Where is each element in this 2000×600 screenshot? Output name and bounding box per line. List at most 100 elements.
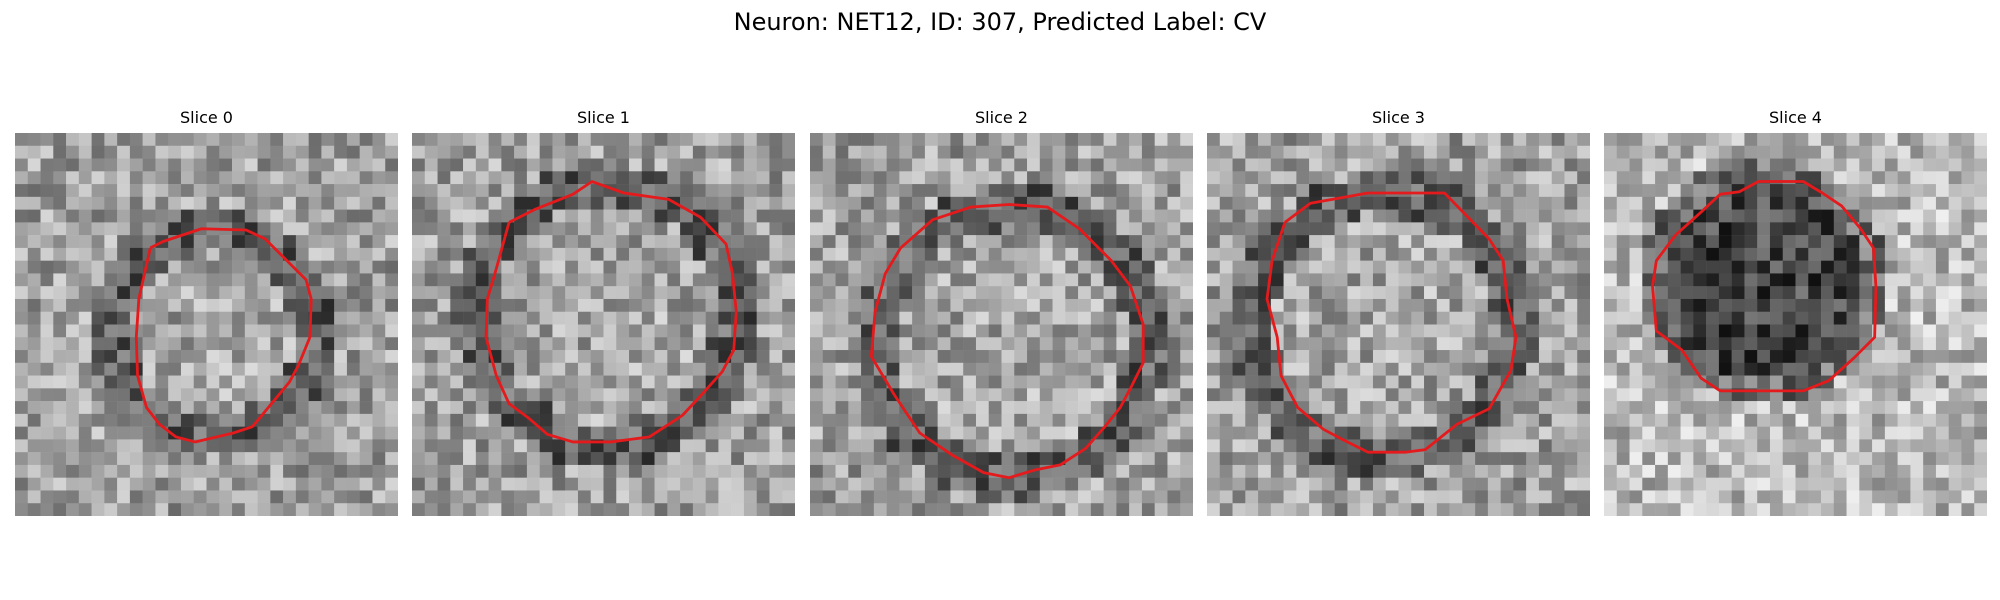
pixel: [232, 235, 246, 249]
pixel: [1207, 362, 1221, 376]
pixel: [1884, 324, 1898, 338]
pixel: [1731, 490, 1745, 504]
pixel: [1513, 490, 1527, 504]
pixel: [1718, 362, 1732, 376]
pixel: [743, 464, 757, 478]
pixel: [257, 477, 271, 491]
pixel: [437, 413, 451, 427]
pixel: [822, 184, 836, 198]
pixel: [1782, 196, 1796, 210]
pixel: [1884, 247, 1898, 261]
pixel: [412, 209, 426, 223]
pixel: [1385, 247, 1399, 261]
pixel: [1693, 209, 1707, 223]
pixel: [1065, 503, 1079, 516]
pixel: [616, 145, 630, 159]
pixel: [1706, 362, 1720, 376]
pixel: [654, 247, 668, 261]
pixel: [1014, 362, 1028, 376]
pixel: [1411, 145, 1425, 159]
pixel: [975, 426, 989, 440]
pixel: [1961, 133, 1975, 147]
pixel: [1103, 503, 1117, 516]
pixel: [463, 362, 477, 376]
pixel: [1731, 413, 1745, 427]
pixel: [1245, 324, 1259, 338]
pixel: [667, 184, 681, 198]
pixel: [1538, 375, 1552, 389]
pixel: [692, 362, 706, 376]
pixel: [1360, 196, 1374, 210]
pixel: [912, 260, 926, 274]
pixel: [142, 273, 156, 287]
pixel: [692, 260, 706, 274]
pixel: [1039, 158, 1053, 172]
pixel: [1910, 426, 1924, 440]
pixel: [219, 452, 233, 466]
pixel: [1039, 311, 1053, 325]
pixel: [963, 260, 977, 274]
pixel: [1424, 286, 1438, 300]
pixel: [359, 439, 373, 453]
pixel: [1961, 286, 1975, 300]
pixel: [667, 133, 681, 147]
pixel: [899, 260, 913, 274]
pixel: [705, 171, 719, 185]
pixel: [244, 247, 258, 261]
pixel: [1334, 298, 1348, 312]
pixel: [629, 477, 643, 491]
pixel: [168, 388, 182, 402]
pixel: [321, 286, 335, 300]
pixel: [1577, 209, 1590, 223]
pixel: [1027, 196, 1041, 210]
pixel: [912, 477, 926, 491]
pixel: [27, 184, 41, 198]
pixel: [1551, 464, 1565, 478]
pixel: [1974, 222, 1987, 236]
pixel: [1604, 184, 1618, 198]
pixel: [1462, 401, 1476, 415]
pixel: [1538, 298, 1552, 312]
pixel: [1141, 337, 1155, 351]
pixel: [501, 452, 515, 466]
pixel: [1078, 439, 1092, 453]
pixel: [1564, 260, 1578, 274]
pixel: [1001, 235, 1015, 249]
pixel: [1744, 324, 1758, 338]
pixel: [1757, 477, 1771, 491]
pixel: [680, 503, 694, 516]
pixel: [861, 133, 875, 147]
pixel: [1411, 235, 1425, 249]
pixel: [1436, 401, 1450, 415]
pixel: [1935, 196, 1949, 210]
pixel: [1655, 439, 1669, 453]
pixel: [53, 413, 67, 427]
pixel: [705, 337, 719, 351]
pixel: [1116, 464, 1130, 478]
pixel: [168, 273, 182, 287]
pixel: [372, 464, 386, 478]
pixel: [1604, 158, 1618, 172]
pixel: [1642, 184, 1656, 198]
pixel: [1513, 273, 1527, 287]
pixel: [475, 452, 489, 466]
pixel: [654, 235, 668, 249]
pixel: [308, 247, 322, 261]
pixel: [66, 196, 80, 210]
pixel: [552, 375, 566, 389]
pixel: [810, 235, 824, 249]
pixel: [629, 503, 643, 516]
pixel: [501, 337, 515, 351]
pixel: [1655, 413, 1669, 427]
pixel: [372, 452, 386, 466]
pixel: [565, 452, 579, 466]
pixel: [1090, 464, 1104, 478]
pixel: [1347, 362, 1361, 376]
pixel: [117, 350, 131, 364]
pixel: [1757, 439, 1771, 453]
pixel: [616, 439, 630, 453]
pixel: [1232, 439, 1246, 453]
pixel: [372, 171, 386, 185]
pixel: [1872, 388, 1886, 402]
pixel: [912, 298, 926, 312]
